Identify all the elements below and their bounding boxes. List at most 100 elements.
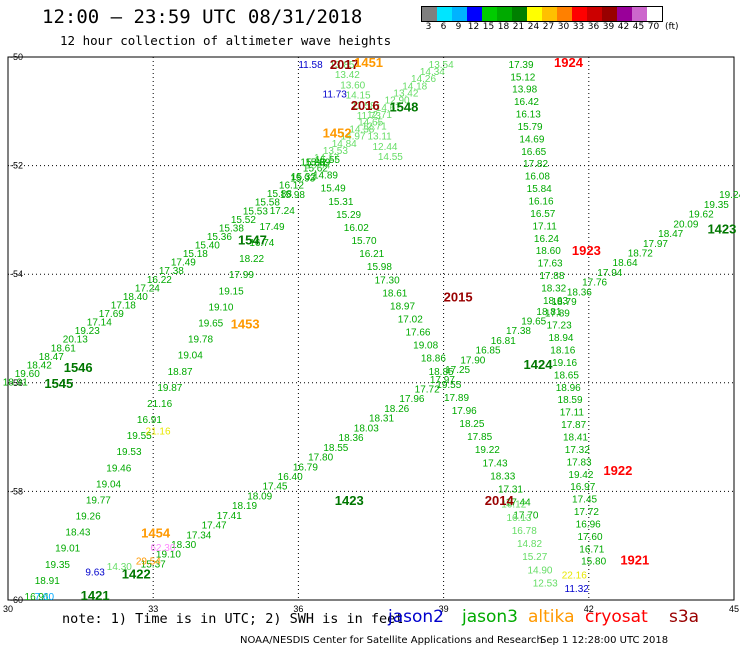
swh-value: 14.65	[358, 117, 383, 128]
swh-value: 14.67	[376, 103, 401, 114]
swh-value: 17.34	[186, 530, 211, 541]
swh-value: 16.08	[525, 172, 550, 183]
swh-value: 14.38	[349, 124, 374, 135]
swh-value: 18.55	[323, 443, 348, 454]
swh-value: 22.16	[562, 570, 587, 581]
swh-value: 15.62	[303, 163, 328, 174]
swh-value: 18.61	[382, 288, 407, 299]
pass-label: 1452	[323, 125, 352, 140]
swh-value: 17.89	[444, 393, 469, 404]
pass-label: 2016	[351, 98, 380, 113]
swh-value: 17.43	[483, 458, 508, 469]
pass-label: 1924	[554, 55, 584, 70]
swh-value: 16.71	[579, 544, 604, 555]
swh-value: 18.81	[536, 307, 561, 318]
swh-value: 16.24	[534, 234, 559, 245]
swh-value: 18.25	[459, 419, 484, 430]
swh-value: 13.42	[393, 89, 418, 100]
swh-value: 18.65	[554, 370, 579, 381]
swh-value: 16.57	[530, 209, 555, 220]
swh-value: 14.89	[313, 171, 338, 182]
swh-value: 19.62	[689, 210, 714, 221]
swh-value: 18.61	[51, 343, 76, 354]
swh-color-cell	[572, 7, 587, 21]
swh-value: 13.84	[305, 160, 330, 171]
swh-value: 17.87	[561, 420, 586, 431]
swh-value: 17.66	[405, 328, 430, 339]
swh-value: 18.87	[168, 367, 193, 378]
swh-value: 18.91	[35, 576, 60, 587]
y-tick-label: -58	[10, 486, 23, 496]
swh-color-cell	[587, 7, 602, 21]
swh-value: 15.88	[267, 189, 292, 200]
swh-value: 19.35	[704, 200, 729, 211]
swh-value: 17.32	[565, 445, 590, 456]
pass-label: 1921	[620, 553, 649, 568]
swh-value: 18.64	[613, 258, 638, 269]
swh-value: 17.49	[171, 258, 196, 269]
swh-value: 18.30	[171, 540, 196, 551]
swh-tick-label: 36	[587, 22, 600, 32]
swh-color-scale	[421, 6, 663, 22]
swh-value: 19.04	[96, 479, 121, 490]
swh-value: 14.69	[519, 134, 544, 145]
swh-value: 11.32	[565, 584, 590, 595]
swh-value: 18.40	[123, 292, 148, 303]
swh-color-cell	[452, 7, 467, 21]
swh-tick-label: 21	[512, 22, 525, 32]
swh-value: 18.47	[39, 352, 64, 363]
swh-value: 18.97	[390, 301, 415, 312]
swh-value: 19.01	[55, 544, 80, 555]
swh-tick-label: 45	[632, 22, 645, 32]
swh-value: 19.87	[157, 383, 182, 394]
swh-value: 19.35	[45, 560, 70, 571]
swh-value: 17.80	[308, 453, 333, 464]
swh-value: 17.24	[270, 206, 295, 217]
pass-label: 1421	[81, 588, 110, 603]
swh-value: 11.73	[323, 90, 348, 101]
swh-value: 16.79	[293, 462, 318, 473]
swh-value: 15.40	[195, 241, 220, 252]
swh-tick-label: 6	[440, 22, 447, 32]
swh-value: 17.47	[202, 521, 227, 532]
swh-value: 15.36	[207, 232, 232, 243]
swh-value: 17.60	[577, 532, 602, 543]
swh-value: 15.98	[280, 190, 305, 201]
swh-value: 16.16	[528, 196, 553, 207]
plot-frame	[7, 56, 735, 601]
swh-value: 15.70	[351, 236, 376, 247]
swh-value: 19.55	[436, 380, 461, 391]
swh-value: 15.86	[300, 158, 325, 169]
x-tick-label: 36	[293, 604, 303, 614]
swh-color-cell	[497, 7, 512, 21]
swh-value: 17.18	[111, 300, 136, 311]
swh-value: 18.43	[65, 528, 90, 539]
swh-value: 12.53	[533, 578, 558, 589]
swh-value: 17.97	[643, 239, 668, 250]
swh-value: 16.40	[278, 472, 303, 483]
swh-value: 17.90	[460, 355, 485, 366]
swh-value: 18.33	[490, 471, 515, 482]
swh-value: 14.17	[314, 153, 339, 164]
credit-text: NOAA/NESDIS Center for Satellite Applica…	[240, 635, 543, 646]
swh-value: 12.44	[372, 142, 397, 153]
swh-value: 18.60	[536, 246, 561, 257]
swh-value: 16.13	[507, 513, 532, 524]
y-tick-label: -52	[10, 161, 23, 171]
pass-label: 1546	[64, 360, 93, 375]
swh-value: 19.15	[219, 286, 244, 297]
swh-value: 17.69	[99, 309, 124, 320]
pass-label: 2015	[444, 289, 473, 304]
swh-value: 15.37	[141, 559, 166, 570]
swh-value: 14.15	[346, 91, 371, 102]
swh-value: 18.72	[628, 248, 653, 259]
swh-value: 19.60	[15, 369, 40, 380]
swh-value: 16.42	[514, 97, 539, 108]
swh-value: 17.24	[135, 283, 160, 294]
swh-value: 17.76	[582, 278, 607, 289]
swh-value: 18.22	[239, 254, 264, 265]
swh-value: 18.63	[543, 296, 568, 307]
swh-value: 19.46	[106, 463, 131, 474]
swh-tick-label: 12	[467, 22, 480, 32]
